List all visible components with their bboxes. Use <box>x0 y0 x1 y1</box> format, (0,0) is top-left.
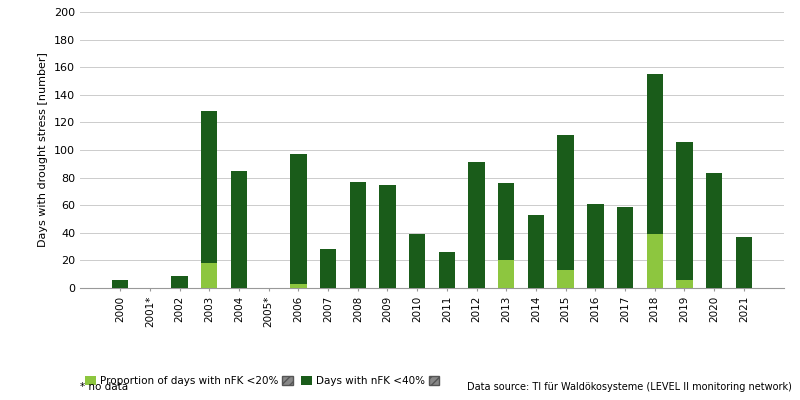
Text: Data source: TI für Waldökosysteme (LEVEL II monitoring network): Data source: TI für Waldökosysteme (LEVE… <box>467 382 792 392</box>
Bar <box>468 162 485 288</box>
Bar <box>350 182 366 288</box>
Bar <box>290 154 306 284</box>
Bar <box>438 252 455 288</box>
Bar <box>201 111 218 263</box>
Bar <box>706 174 722 288</box>
Bar <box>498 183 514 260</box>
Bar <box>646 234 663 288</box>
Bar <box>617 206 634 288</box>
Bar <box>409 234 426 288</box>
Bar <box>230 171 247 288</box>
Bar <box>379 184 396 288</box>
Bar <box>558 135 574 270</box>
Bar <box>676 142 693 280</box>
Y-axis label: Days with drought stress [number]: Days with drought stress [number] <box>38 52 49 248</box>
Legend: Proportion of days with nFK <20%, , Days with nFK <40%, : Proportion of days with nFK <20%, , Days… <box>86 376 443 386</box>
Bar <box>201 263 218 288</box>
Bar <box>646 74 663 234</box>
Bar <box>171 276 188 288</box>
Bar <box>498 260 514 288</box>
Bar <box>528 215 544 288</box>
Bar <box>736 237 752 288</box>
Bar <box>587 204 603 288</box>
Bar <box>676 280 693 288</box>
Bar <box>320 249 336 288</box>
Bar <box>290 284 306 288</box>
Bar <box>558 270 574 288</box>
Text: * no data: * no data <box>80 382 128 392</box>
Bar <box>112 280 128 288</box>
